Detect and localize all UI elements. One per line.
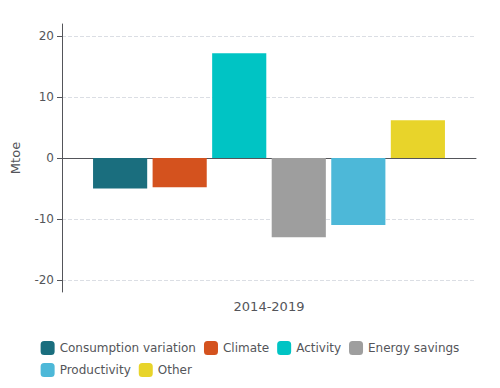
svg-text:0: 0 xyxy=(46,151,54,165)
svg-text:Climate: Climate xyxy=(223,341,269,355)
svg-text:2014-2019: 2014-2019 xyxy=(234,299,305,314)
svg-text:-10: -10 xyxy=(34,212,54,226)
svg-text:10: 10 xyxy=(39,90,54,104)
svg-text:20: 20 xyxy=(39,29,54,43)
svg-text:Other: Other xyxy=(158,363,192,377)
svg-text:Activity: Activity xyxy=(296,341,341,355)
svg-text:Energy savings: Energy savings xyxy=(368,341,459,355)
svg-text:Productivity: Productivity xyxy=(60,363,131,377)
svg-text:Mtoe: Mtoe xyxy=(8,142,23,174)
svg-text:Consumption variation: Consumption variation xyxy=(60,341,196,355)
svg-text:-20: -20 xyxy=(34,273,54,287)
